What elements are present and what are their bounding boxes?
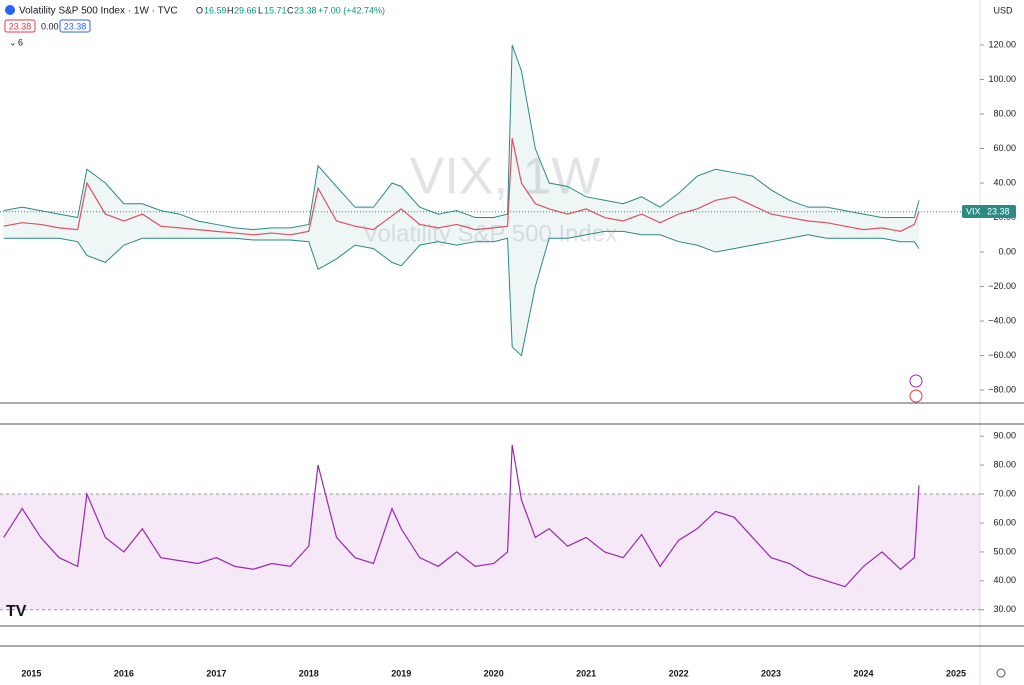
y-tick-label: 90.00 xyxy=(993,431,1016,441)
y-tick-label: 60.00 xyxy=(993,143,1016,153)
ohlc-value: 16.59 xyxy=(204,5,227,15)
y-tick-label: 60.00 xyxy=(993,517,1016,527)
watermark-symbol: VIX, 1W xyxy=(410,148,601,206)
x-tick-label: 2023 xyxy=(761,668,781,678)
flag-icon xyxy=(5,5,15,15)
symbol-title[interactable]: Volatility S&P 500 Index · 1W · TVC xyxy=(19,6,178,17)
change-value: +7.00 (+42.74%) xyxy=(318,5,385,15)
tv-logo: TV xyxy=(6,603,27,620)
indicator-value: 23.38 xyxy=(9,21,32,31)
price-tag xyxy=(962,205,1016,218)
x-tick-label: 2017 xyxy=(206,668,226,678)
y-tick-label: 0.00 xyxy=(998,246,1016,256)
ohlc-label: L xyxy=(258,5,263,15)
y-tick-label: 70.00 xyxy=(993,488,1016,498)
indicator-box xyxy=(59,19,91,33)
y-tick-label: 40.00 xyxy=(993,177,1016,187)
settings-icon[interactable] xyxy=(996,668,1006,678)
y-tick-label: −20.00 xyxy=(988,281,1016,291)
y-tick-label: 80.00 xyxy=(993,108,1016,118)
x-tick-label: 2025 xyxy=(946,668,966,678)
y-tick-label: 100.00 xyxy=(988,74,1016,84)
event-icon[interactable] xyxy=(909,389,923,403)
y-tick-label: −80.00 xyxy=(988,384,1016,394)
watermark-name: Volatility S&P 500 Index xyxy=(363,220,617,247)
ohlc-value: 23.38 xyxy=(294,5,317,15)
y-tick-label: 80.00 xyxy=(993,459,1016,469)
ohlc-label: O xyxy=(196,5,203,15)
x-tick-label: 2015 xyxy=(21,668,41,678)
x-tick-label: 2019 xyxy=(391,668,411,678)
ohlc-value: 29.66 xyxy=(234,5,257,15)
series-line xyxy=(3,44,920,231)
price-tag-symbol: VIX xyxy=(966,206,981,216)
event-icon[interactable] xyxy=(909,374,923,388)
y-tick-label: −40.00 xyxy=(988,315,1016,325)
x-tick-label: 2018 xyxy=(299,668,319,678)
band-fill xyxy=(3,45,919,356)
ohlc-label: C xyxy=(287,5,294,15)
series-line xyxy=(3,138,920,236)
y-tick-label: −60.00 xyxy=(988,350,1016,360)
series-line xyxy=(3,444,920,588)
x-tick-label: 2016 xyxy=(114,668,134,678)
x-tick-label: 2024 xyxy=(853,668,873,678)
y-tick-label: 30.00 xyxy=(993,604,1016,614)
series-line xyxy=(3,230,920,357)
x-tick-label: 2022 xyxy=(669,668,689,678)
indicator-box xyxy=(4,19,36,33)
plot-layer: 2015 2016 2017 2018 2019 2020 2021 2022 2023 2024… xyxy=(0,39,1016,678)
y-tick-label: 120.00 xyxy=(988,39,1016,49)
indicator-value: 0.00 xyxy=(41,21,59,31)
ohlc-value: 15.71 xyxy=(264,5,287,15)
price-tag-value: 23.38 xyxy=(987,206,1010,216)
x-tick-label: 2021 xyxy=(576,668,596,678)
collapse-toggle[interactable]: ⌄ xyxy=(9,37,17,47)
indicator-count[interactable]: 6 xyxy=(18,37,23,47)
indicator-value: 23.38 xyxy=(64,21,87,31)
rsi-band xyxy=(0,494,980,610)
ohlc-label: H xyxy=(227,5,234,15)
x-tick-label: 2020 xyxy=(484,668,504,678)
currency[interactable]: USD xyxy=(993,5,1013,15)
y-tick-label: 50.00 xyxy=(993,546,1016,556)
y-tick-label: 40.00 xyxy=(993,575,1016,585)
